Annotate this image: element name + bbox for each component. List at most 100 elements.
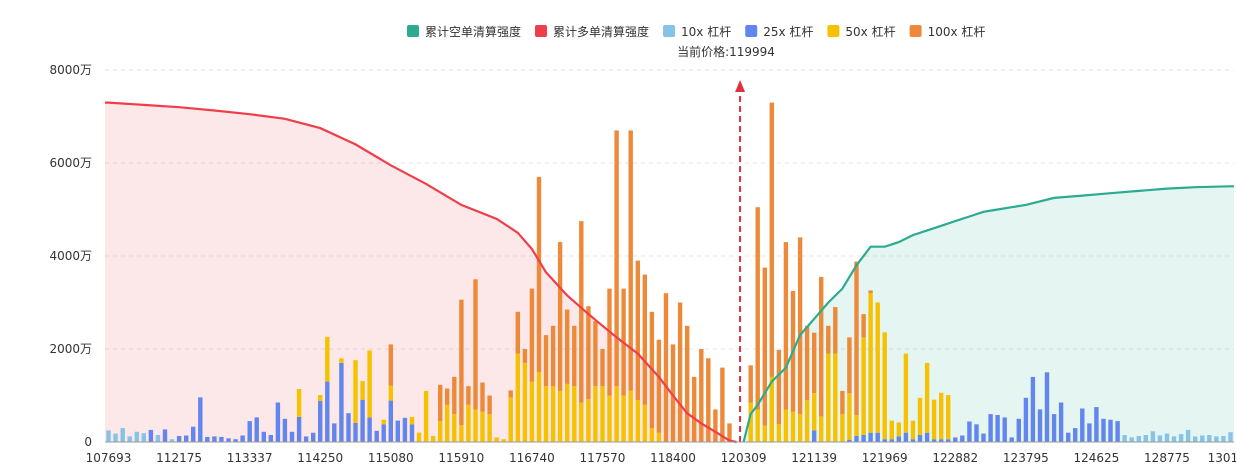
y-tick-label: 4000万 xyxy=(49,249,92,263)
bar-100x-leverage xyxy=(720,367,725,442)
legend-item[interactable]: 50x 杠杆 xyxy=(827,24,896,39)
bar-100x-leverage xyxy=(685,325,690,443)
short-liquidation-line xyxy=(742,185,1234,443)
bar-25x-leverage xyxy=(1016,418,1021,443)
bar-100x-leverage xyxy=(692,376,697,442)
bar-25x-leverage xyxy=(395,420,400,442)
legend-label: 50x 杠杆 xyxy=(845,24,895,39)
bar-10x-leverage xyxy=(1207,435,1212,442)
bar-25x-leverage xyxy=(967,421,972,442)
bar-100x-leverage xyxy=(565,309,570,384)
bar-50x-leverage xyxy=(621,395,626,442)
x-tick-label: 118400 xyxy=(650,451,696,465)
bar-50x-leverage xyxy=(480,411,485,442)
bar-25x-leverage xyxy=(953,437,958,442)
bar-50x-leverage xyxy=(416,432,422,442)
bar-25x-leverage xyxy=(974,424,979,442)
bar-25x-leverage xyxy=(275,402,281,442)
bar-10x-leverage xyxy=(155,435,161,442)
bar-25x-leverage xyxy=(1108,419,1113,442)
bar-50x-leverage xyxy=(501,439,506,442)
bar-100x-leverage xyxy=(600,349,605,387)
legend-label: 25x 杠杆 xyxy=(763,24,813,39)
bar-50x-leverage xyxy=(494,437,499,442)
bar-25x-leverage xyxy=(875,432,880,442)
bar-25x-leverage xyxy=(176,436,182,442)
bar-100x-leverage xyxy=(635,260,640,401)
bar-25x-leverage xyxy=(148,429,154,442)
bar-100x-leverage xyxy=(388,344,393,386)
bar-25x-leverage xyxy=(184,435,189,442)
bar-25x-leverage xyxy=(162,429,168,442)
bar-10x-leverage xyxy=(1150,431,1156,442)
bar-50x-leverage xyxy=(826,353,831,442)
legend-item[interactable]: 累计多单清算强度 xyxy=(535,24,649,39)
bar-25x-leverage xyxy=(367,417,372,442)
bar-25x-leverage xyxy=(1037,409,1043,442)
bar-25x-leverage xyxy=(296,416,302,442)
bar-50x-leverage xyxy=(939,392,944,440)
y-tick-label: 2000万 xyxy=(49,342,92,356)
bar-layer xyxy=(106,102,1233,443)
bar-100x-leverage xyxy=(628,130,633,391)
bar-50x-leverage xyxy=(529,381,535,442)
y-tick-label: 0 xyxy=(84,435,92,449)
bar-100x-leverage xyxy=(819,276,824,417)
bar-50x-leverage xyxy=(854,415,859,436)
bar-25x-leverage xyxy=(247,421,252,442)
bar-50x-leverage xyxy=(522,362,528,442)
bar-25x-leverage xyxy=(896,436,901,442)
legend-label: 10x 杠杆 xyxy=(681,24,731,39)
bar-10x-leverage xyxy=(1193,436,1198,442)
bar-100x-leverage xyxy=(586,306,591,400)
bar-25x-leverage xyxy=(903,432,909,442)
bar-100x-leverage xyxy=(572,325,577,387)
legend-item[interactable]: 100x 杠杆 xyxy=(909,24,986,39)
bar-50x-leverage xyxy=(649,428,655,442)
bar-100x-leverage xyxy=(515,311,520,354)
bar-50x-leverage xyxy=(353,360,358,423)
bar-50x-leverage xyxy=(508,397,513,442)
bar-25x-leverage xyxy=(1051,414,1057,442)
bar-100x-leverage xyxy=(776,349,782,425)
current-price-marker xyxy=(735,80,746,442)
bar-50x-leverage xyxy=(769,376,774,442)
bar-25x-leverage xyxy=(205,436,210,442)
long-liquidation-line xyxy=(105,101,737,444)
bar-50x-leverage xyxy=(367,350,372,418)
bar-100x-leverage xyxy=(438,384,443,422)
bar-50x-leverage xyxy=(656,432,662,442)
bar-100x-leverage xyxy=(868,290,873,294)
legend-item[interactable]: 累计空单清算强度 xyxy=(407,24,521,39)
bar-25x-leverage xyxy=(882,439,887,442)
legend-item[interactable]: 10x 杠杆 xyxy=(663,24,731,39)
bar-100x-leverage xyxy=(783,242,789,410)
current-price-label: 当前价格:119994 xyxy=(677,44,775,59)
long-liquidation-area xyxy=(105,102,737,442)
bar-25x-leverage xyxy=(1094,407,1099,442)
bar-25x-leverage xyxy=(191,426,196,442)
bar-25x-leverage xyxy=(939,439,944,442)
x-tick-label: 112175 xyxy=(156,451,202,465)
bar-50x-leverage xyxy=(586,399,591,442)
bar-100x-leverage xyxy=(593,321,598,387)
bar-100x-leverage xyxy=(797,237,803,415)
bar-10x-leverage xyxy=(1143,435,1148,442)
bar-25x-leverage xyxy=(226,438,231,442)
bar-100x-leverage xyxy=(833,307,838,354)
legend-swatch-icon xyxy=(407,25,419,37)
bar-50x-leverage xyxy=(917,397,923,435)
bar-25x-leverage xyxy=(381,424,386,442)
bar-100x-leverage xyxy=(706,358,711,442)
bar-25x-leverage xyxy=(889,439,894,442)
bar-10x-leverage xyxy=(1214,436,1219,442)
bar-10x-leverage xyxy=(127,436,132,442)
bar-10x-leverage xyxy=(1157,435,1163,442)
x-tick-label: 121969 xyxy=(862,451,908,465)
bar-25x-leverage xyxy=(995,415,1000,442)
legend[interactable]: 累计空单清算强度 累计多单清算强度 10x 杠杆 25x 杠杆 50x 杠杆 100x 杠… xyxy=(407,24,985,39)
bar-50x-leverage xyxy=(903,353,909,433)
bar-50x-leverage xyxy=(755,409,760,442)
legend-item[interactable]: 25x 杠杆 xyxy=(745,24,813,39)
